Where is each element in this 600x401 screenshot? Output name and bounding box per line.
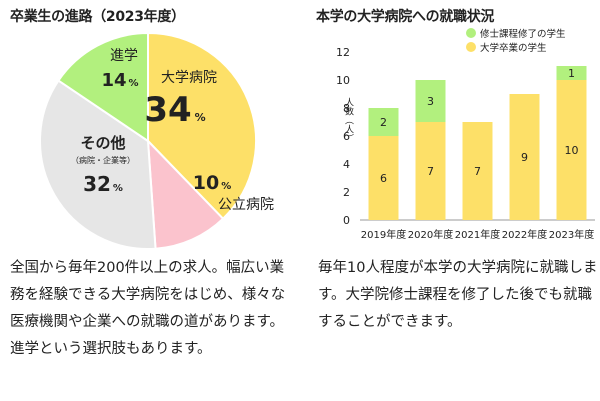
- bar-data-label: 3: [427, 95, 434, 108]
- y-tick-label: 10: [336, 74, 350, 87]
- legend-label: 大学卒業の学生: [480, 42, 547, 54]
- pie-label-public-hospital: 公立病院: [218, 197, 274, 213]
- bar-segment-undergrad: [556, 80, 587, 220]
- pie-slice-further-study: [57, 31, 149, 143]
- x-tick-label: 2023年度: [549, 228, 594, 241]
- x-tick-label: 2022年度: [502, 228, 547, 241]
- x-tick-label: 2020年度: [408, 228, 453, 241]
- legend-swatch: [466, 42, 476, 52]
- bar-chart-title: 本学の大学病院への就職状況: [316, 9, 495, 25]
- pie-label-other: その他: [80, 134, 125, 152]
- bar-data-label: 7: [427, 165, 434, 178]
- x-tick-label: 2019年度: [361, 228, 406, 241]
- bar-segment-masters: [556, 66, 587, 80]
- career-paths-panel: 卒業生の進路（2023年度） 大学病院 34% 10% 公立病院 その他 （病院・企業等）…: [10, 9, 286, 357]
- bar-segment-undergrad: [462, 122, 493, 220]
- pie-slice-public-hospital: [146, 138, 225, 250]
- pie-unit: %: [113, 183, 123, 194]
- pie-description: 全国から毎年200件以上の求人。幅広い業務を経験できる大学病院をはじめ、様々な医…: [10, 260, 286, 357]
- bar-segment-undergrad: [368, 136, 399, 220]
- pie-label-further-study: 進学: [110, 48, 138, 64]
- bar-description: 毎年10人程度が本学の大学病院に就職します。大学院修士課程を修了した後でも就職す…: [318, 260, 598, 330]
- bar-data-label: 9: [521, 151, 528, 164]
- pie-chart-title: 卒業生の進路（2023年度）: [10, 9, 185, 25]
- bar-segment-masters: [368, 108, 399, 136]
- bar-segment-undergrad: [415, 122, 446, 220]
- bar-data-label: 2: [380, 116, 387, 129]
- legend-label: 修士課程修了の学生: [480, 28, 566, 40]
- y-tick-label: 8: [343, 102, 350, 115]
- x-tick-label: 2021年度: [455, 228, 500, 241]
- y-tick-label: 4: [343, 158, 350, 171]
- bar-data-label: 1: [568, 67, 575, 80]
- pie-slice-other: [39, 79, 157, 250]
- y-tick-label: 2: [343, 186, 350, 199]
- bar-segment-undergrad: [509, 94, 540, 220]
- bar-data-label: 10: [565, 144, 579, 157]
- pie-unit: %: [221, 181, 231, 192]
- pie-unit: %: [195, 111, 206, 124]
- y-tick-label: 12: [336, 46, 350, 59]
- pie-slice-university-hospital: [147, 31, 257, 221]
- pie-unit: %: [129, 78, 139, 89]
- bar-data-label: 7: [474, 165, 481, 178]
- bar-segment-masters: [415, 80, 446, 122]
- pie-sublabel-other: （病院・企業等）: [71, 155, 135, 165]
- bar-data-label: 6: [380, 172, 387, 185]
- y-tick-label: 6: [343, 130, 350, 143]
- y-axis-label: 人数（人）: [343, 97, 354, 142]
- legend-swatch: [466, 28, 476, 38]
- y-tick-label: 0: [343, 214, 350, 227]
- pie-label-university-hospital: 大学病院: [161, 70, 217, 86]
- employment-panel: 本学の大学病院への就職状況 0 2 4 6 8 10 12 人数（人） 修士課程修了の学生 大学卒…: [310, 0, 600, 401]
